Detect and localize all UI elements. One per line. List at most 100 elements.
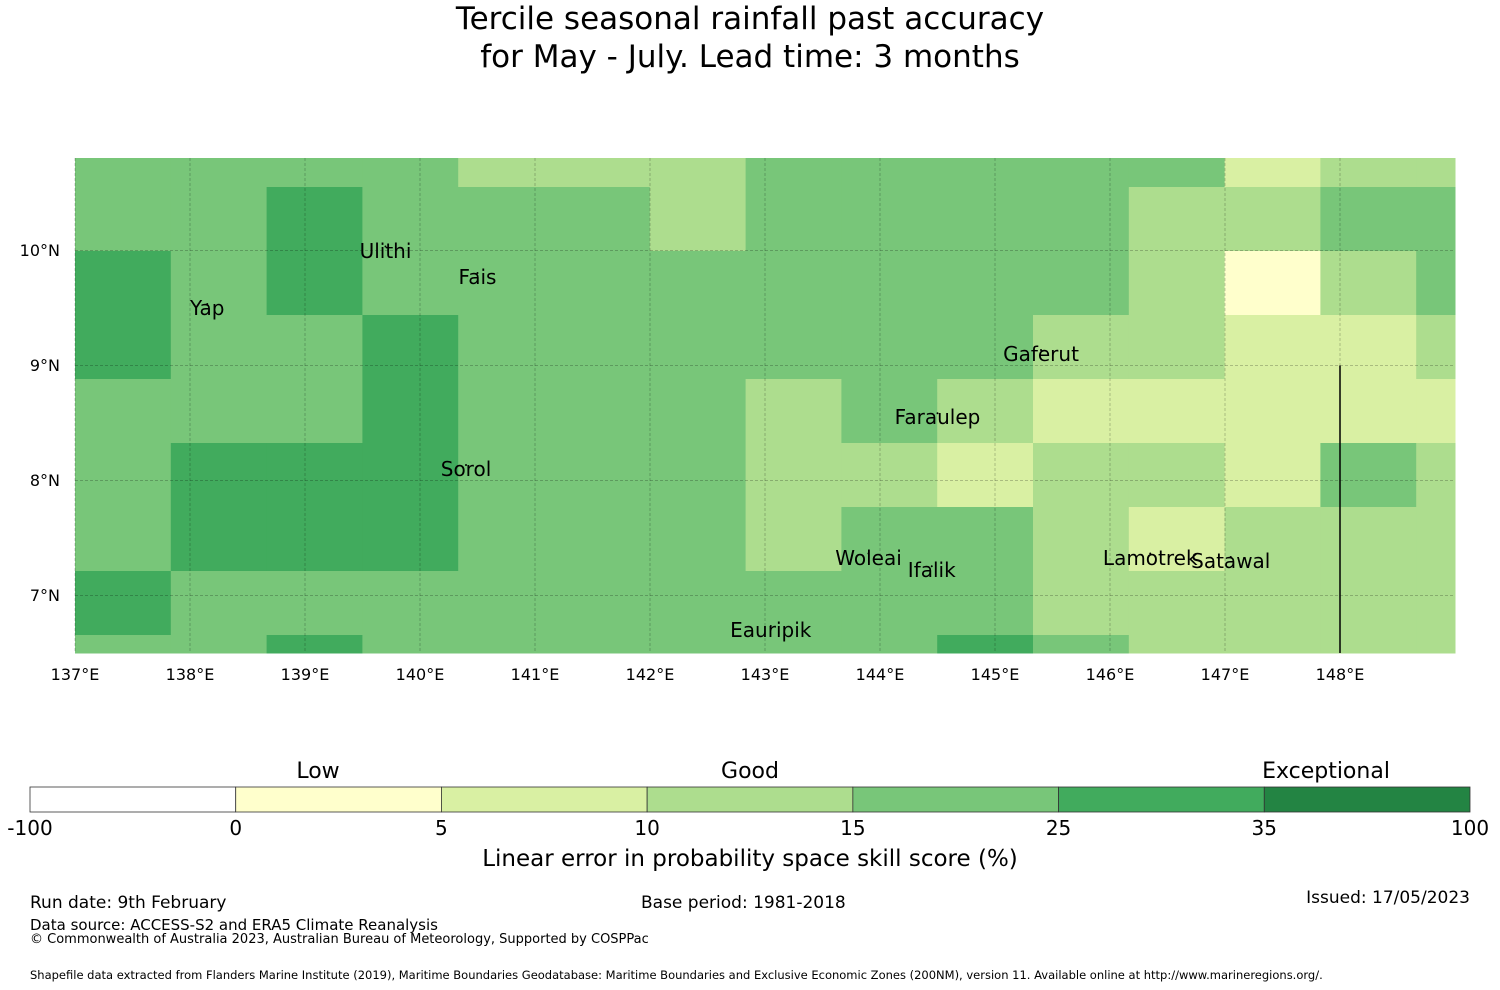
place-label: Woleai (835, 545, 902, 570)
skill-cell (266, 635, 363, 654)
skill-cell (1224, 251, 1321, 316)
colorbar-category: Good (721, 759, 779, 784)
skill-cell (1320, 443, 1417, 508)
skill-cell (170, 571, 268, 636)
skill-cell (1416, 158, 1456, 188)
lat-tick-label: 9°N (29, 355, 60, 375)
skill-cell (745, 379, 842, 444)
colorbar-segment (1058, 786, 1265, 813)
colorbar-tick: 35 (1251, 816, 1278, 840)
colorbar-segment (852, 786, 1059, 813)
skill-cell (266, 315, 363, 380)
colorbar-segment (235, 786, 442, 813)
island-dot (1229, 556, 1232, 558)
place-label: Ifalik (907, 558, 956, 583)
skill-cell (75, 379, 172, 444)
lon-tick-label: 138°E (165, 665, 215, 684)
lat-tick-label: 7°N (29, 585, 60, 605)
skill-cell (554, 251, 651, 316)
colorbar-category: Exceptional (1262, 759, 1390, 784)
title-line-1: Tercile seasonal rainfall past accuracy (455, 1, 1045, 37)
skill-cell (554, 507, 651, 572)
lon-tick-label: 145°E (970, 665, 1020, 684)
skill-cell (75, 507, 172, 572)
skill-cell (362, 251, 459, 316)
data-source: Data source: ACCESS-S2 and ERA5 Climate … (30, 916, 438, 934)
skill-cell (1128, 251, 1226, 316)
island-dot (1149, 552, 1152, 555)
skill-cell (649, 251, 747, 316)
title-line-2: for May - July. Lead time: 3 months (480, 39, 1020, 75)
skill-cell (649, 443, 747, 508)
skill-cell (745, 251, 842, 316)
lon-tick-label: 139°E (280, 665, 330, 684)
skill-cell (1320, 158, 1417, 188)
skill-cell (1033, 507, 1130, 572)
skill-cell (75, 158, 172, 188)
skill-cell (75, 635, 172, 654)
skill-cell (1416, 507, 1456, 572)
skill-cell (745, 187, 842, 252)
skill-cell (745, 158, 842, 188)
place-label: Fais (458, 264, 497, 289)
skill-cell (170, 635, 268, 654)
skill-cell (362, 507, 459, 572)
colorbar-tick: 15 (840, 816, 866, 840)
run-date: Run date: 9th February (30, 893, 227, 913)
skill-cell (1416, 571, 1456, 636)
skill-cell (1128, 187, 1226, 252)
island-dot (206, 303, 209, 305)
chart-title: Tercile seasonal rainfall past accuracy … (0, 0, 1500, 76)
skill-cell (649, 635, 747, 654)
colorbar-category: Low (296, 759, 340, 784)
skill-cell (1224, 507, 1321, 572)
colorbar-segment (441, 786, 648, 813)
skill-cell (937, 315, 1034, 380)
skill-cell (937, 443, 1034, 508)
skill-cell (1128, 443, 1226, 508)
skill-cell (1033, 379, 1130, 444)
skill-cell (554, 187, 651, 252)
skill-cell (1224, 187, 1321, 252)
skill-cell (170, 187, 268, 252)
lon-tick-label: 147°E (1200, 665, 1250, 684)
colorbar-tick: 10 (634, 816, 660, 840)
island-dot (769, 625, 772, 627)
skill-cell (937, 158, 1034, 188)
island-dot (936, 412, 939, 415)
colorbar-segment (1263, 786, 1471, 813)
skill-cell (1416, 315, 1456, 380)
colorbar-tick: 25 (1045, 816, 1072, 840)
island-dot (930, 565, 933, 568)
skill-cell (554, 635, 651, 654)
skill-cell (170, 507, 268, 572)
skill-cell (841, 251, 938, 316)
colorbar-tick: -100 (7, 816, 53, 840)
skill-cell (1224, 635, 1321, 654)
skill-cell (841, 443, 938, 508)
skill-cell (937, 379, 1034, 444)
skill-cell (1224, 443, 1321, 508)
skill-cell (458, 187, 555, 252)
skill-cell (170, 315, 268, 380)
skill-cell (458, 507, 555, 572)
skill-cell (554, 158, 651, 188)
skill-cell (362, 443, 459, 508)
lat-tick-label: 8°N (29, 470, 60, 490)
lon-tick-label: 140°E (395, 665, 445, 684)
skill-cell (1416, 187, 1456, 252)
skill-cell (266, 507, 363, 572)
skill-cell (170, 443, 268, 508)
place-label: Faraulep (894, 405, 981, 430)
skill-cell (649, 507, 747, 572)
base-period: Base period: 1981-2018 (641, 893, 846, 913)
skill-cell (1320, 571, 1417, 636)
skill-cell (841, 379, 938, 444)
skill-cell (1224, 158, 1321, 188)
skill-cell (170, 251, 268, 316)
skill-cell (1416, 379, 1456, 444)
skill-cell (75, 443, 172, 508)
skill-cell (841, 315, 938, 380)
colorbar-segment (646, 786, 854, 813)
